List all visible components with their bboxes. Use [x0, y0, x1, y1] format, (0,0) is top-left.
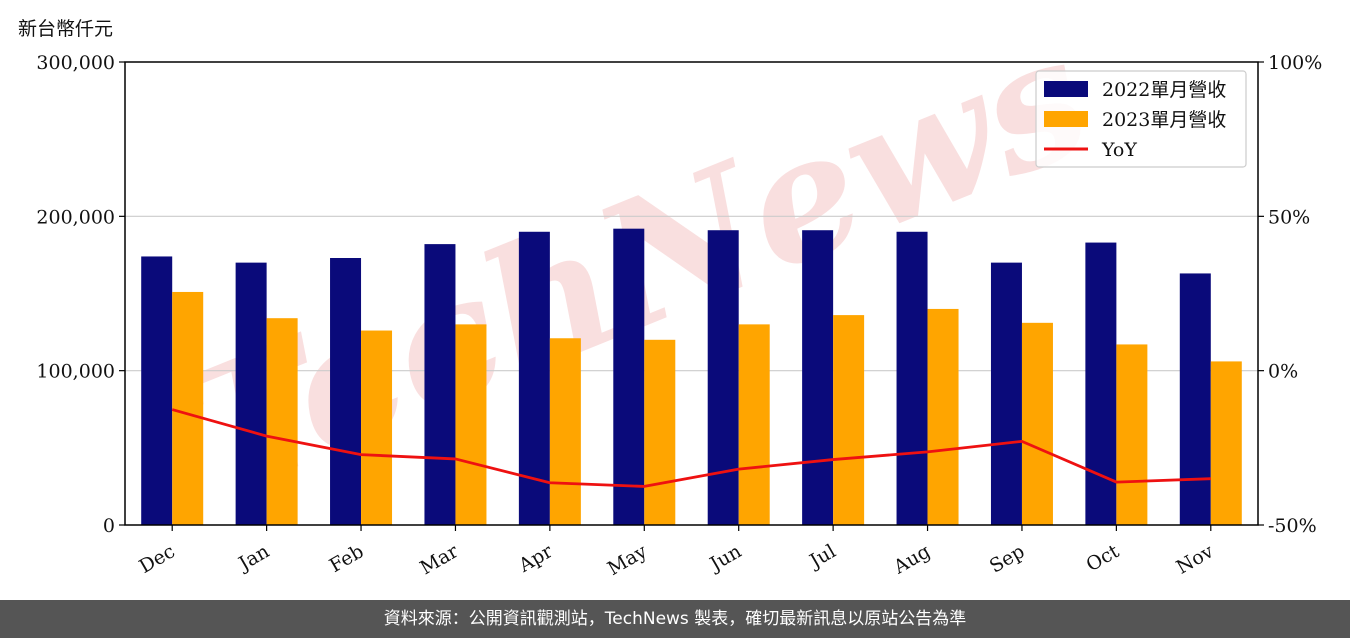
bar-2022-oct [1085, 242, 1117, 525]
x-tick-label-may: May [604, 540, 651, 580]
bar-2022-may [613, 228, 645, 525]
x-tick-label-dec: Dec [136, 540, 179, 578]
right-tick-label: 0% [1268, 361, 1298, 383]
x-tick-label-jun: Jun [705, 540, 746, 576]
legend-yoy-label: YoY [1101, 139, 1137, 161]
x-tick-label-jan: Jan [233, 540, 273, 576]
legend-box [1035, 70, 1247, 168]
bar-2023-sep [1021, 322, 1053, 525]
bar-2023-oct [1116, 344, 1148, 525]
legend-2022-label: 2022單月營收 [1102, 79, 1226, 101]
bar-2023-mar [455, 324, 487, 525]
bar-2022-jun [707, 230, 739, 525]
bar-2022-dec [141, 256, 173, 525]
left-tick-label: 0 [103, 515, 115, 537]
x-tick-label-aug: Aug [889, 540, 934, 579]
bar-2023-aug [927, 308, 959, 525]
bar-2022-jul [802, 230, 834, 525]
bar-2023-may [644, 339, 676, 525]
bar-2023-jan [266, 318, 298, 525]
bar-2023-feb [361, 330, 393, 525]
y-axis-unit-label: 新台幣仟元 [18, 18, 114, 40]
x-tick-label-sep: Sep [986, 540, 1029, 577]
x-tick-label-apr: Apr [514, 540, 557, 577]
plot-frame [124, 61, 1259, 526]
x-tick-label-mar: Mar [416, 540, 462, 579]
bar-2022-feb [330, 258, 362, 525]
source-footer: 資料來源：公開資訊觀測站，TechNews 製表，確切最新訊息以原站公告為準 [0, 600, 1350, 638]
chart-svg: TechNews0100,000200,000300,000-50%0%50%1… [36, 0, 1322, 580]
x-tick-label-jul: Jul [804, 540, 839, 573]
bar-2022-sep [990, 262, 1022, 525]
bar-2023-nov [1210, 361, 1242, 525]
right-tick-label: 100% [1268, 52, 1322, 74]
x-tick-label-nov: Nov [1173, 540, 1218, 579]
right-tick-label: 50% [1268, 206, 1310, 228]
legend-2022-swatch [1044, 81, 1088, 97]
bar-2023-jul [833, 315, 865, 525]
bar-2022-jan [235, 262, 267, 525]
left-tick-label: 300,000 [36, 52, 115, 74]
yoy-line [171, 408, 1211, 488]
bar-2022-nov [1179, 273, 1211, 525]
bar-2022-mar [424, 244, 456, 525]
bar-2023-jun [738, 324, 770, 525]
legend-2023-swatch [1044, 111, 1088, 127]
bar-2022-aug [896, 231, 928, 525]
bar-2023-dec [172, 291, 204, 525]
left-tick-label: 200,000 [36, 206, 115, 228]
x-tick-label-feb: Feb [326, 540, 368, 577]
right-tick-label: -50% [1268, 515, 1317, 537]
bar-2023-apr [549, 338, 581, 525]
x-tick-label-oct: Oct [1083, 540, 1124, 576]
left-tick-label: 100,000 [36, 361, 115, 383]
legend-2023-label: 2023單月營收 [1102, 109, 1226, 131]
revenue-chart: TechNews 0 100,000 200,000 300,000 -50% 0% 50% 1… [36, 0, 1322, 580]
